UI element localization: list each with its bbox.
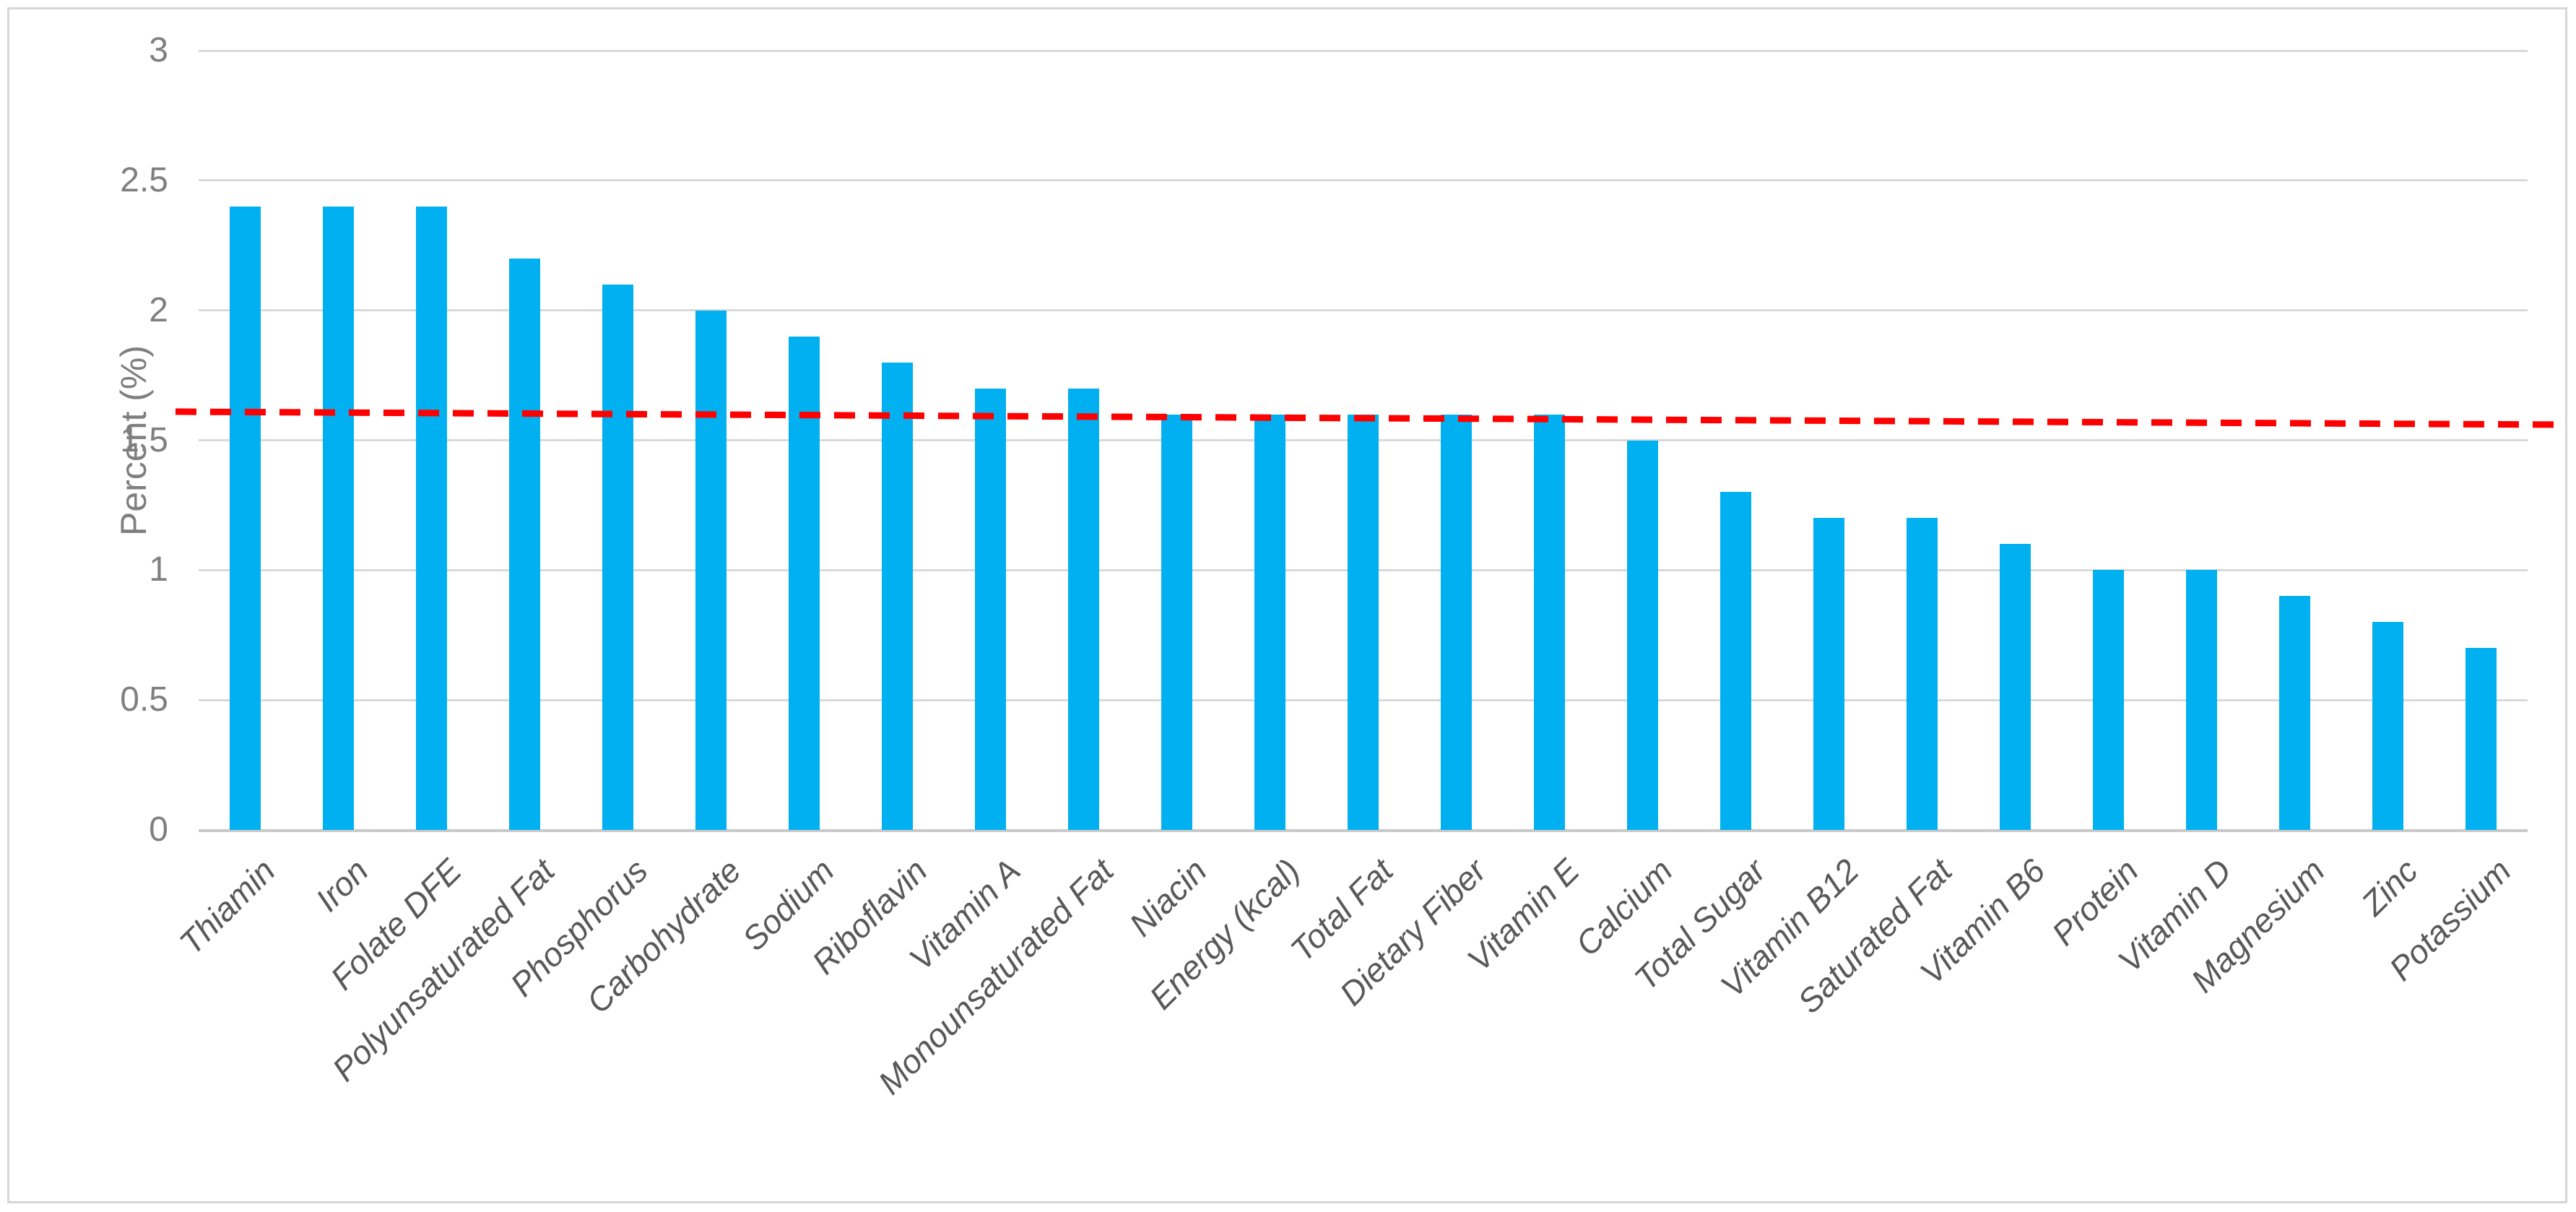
y-tick-label: 2 bbox=[149, 290, 168, 329]
gridline bbox=[199, 49, 2528, 52]
bar bbox=[1254, 414, 1285, 830]
bar bbox=[323, 206, 354, 830]
bar bbox=[2372, 622, 2403, 830]
bar bbox=[509, 258, 540, 830]
x-axis-line bbox=[199, 828, 2528, 832]
y-tick-label: 0 bbox=[149, 810, 168, 849]
plot-area bbox=[199, 49, 2528, 832]
bar bbox=[1720, 492, 1751, 830]
bar bbox=[602, 284, 633, 830]
bar bbox=[1068, 388, 1099, 830]
bar bbox=[2000, 544, 2031, 830]
bar bbox=[789, 336, 820, 830]
y-tick-label: 0.5 bbox=[120, 680, 168, 719]
gridline bbox=[199, 179, 2528, 182]
bar bbox=[2466, 648, 2497, 830]
bar bbox=[882, 362, 913, 830]
bar bbox=[1627, 440, 1658, 830]
bar bbox=[2279, 596, 2310, 830]
y-tick-label: 2.5 bbox=[120, 160, 168, 199]
bar bbox=[975, 388, 1006, 830]
bar bbox=[2186, 570, 2217, 830]
bar bbox=[1161, 414, 1192, 830]
bar bbox=[416, 206, 447, 830]
y-tick-label: 1 bbox=[149, 550, 168, 589]
bar bbox=[2093, 570, 2124, 830]
bar bbox=[1441, 414, 1472, 830]
gridline bbox=[199, 309, 2528, 312]
y-tick-label: 3 bbox=[149, 31, 168, 69]
bar bbox=[1534, 414, 1565, 830]
bar bbox=[1813, 518, 1844, 830]
bar bbox=[1907, 518, 1938, 830]
bar bbox=[695, 310, 727, 830]
y-tick-label: 1.5 bbox=[120, 420, 168, 459]
bar bbox=[1348, 414, 1379, 830]
bar bbox=[230, 206, 261, 830]
